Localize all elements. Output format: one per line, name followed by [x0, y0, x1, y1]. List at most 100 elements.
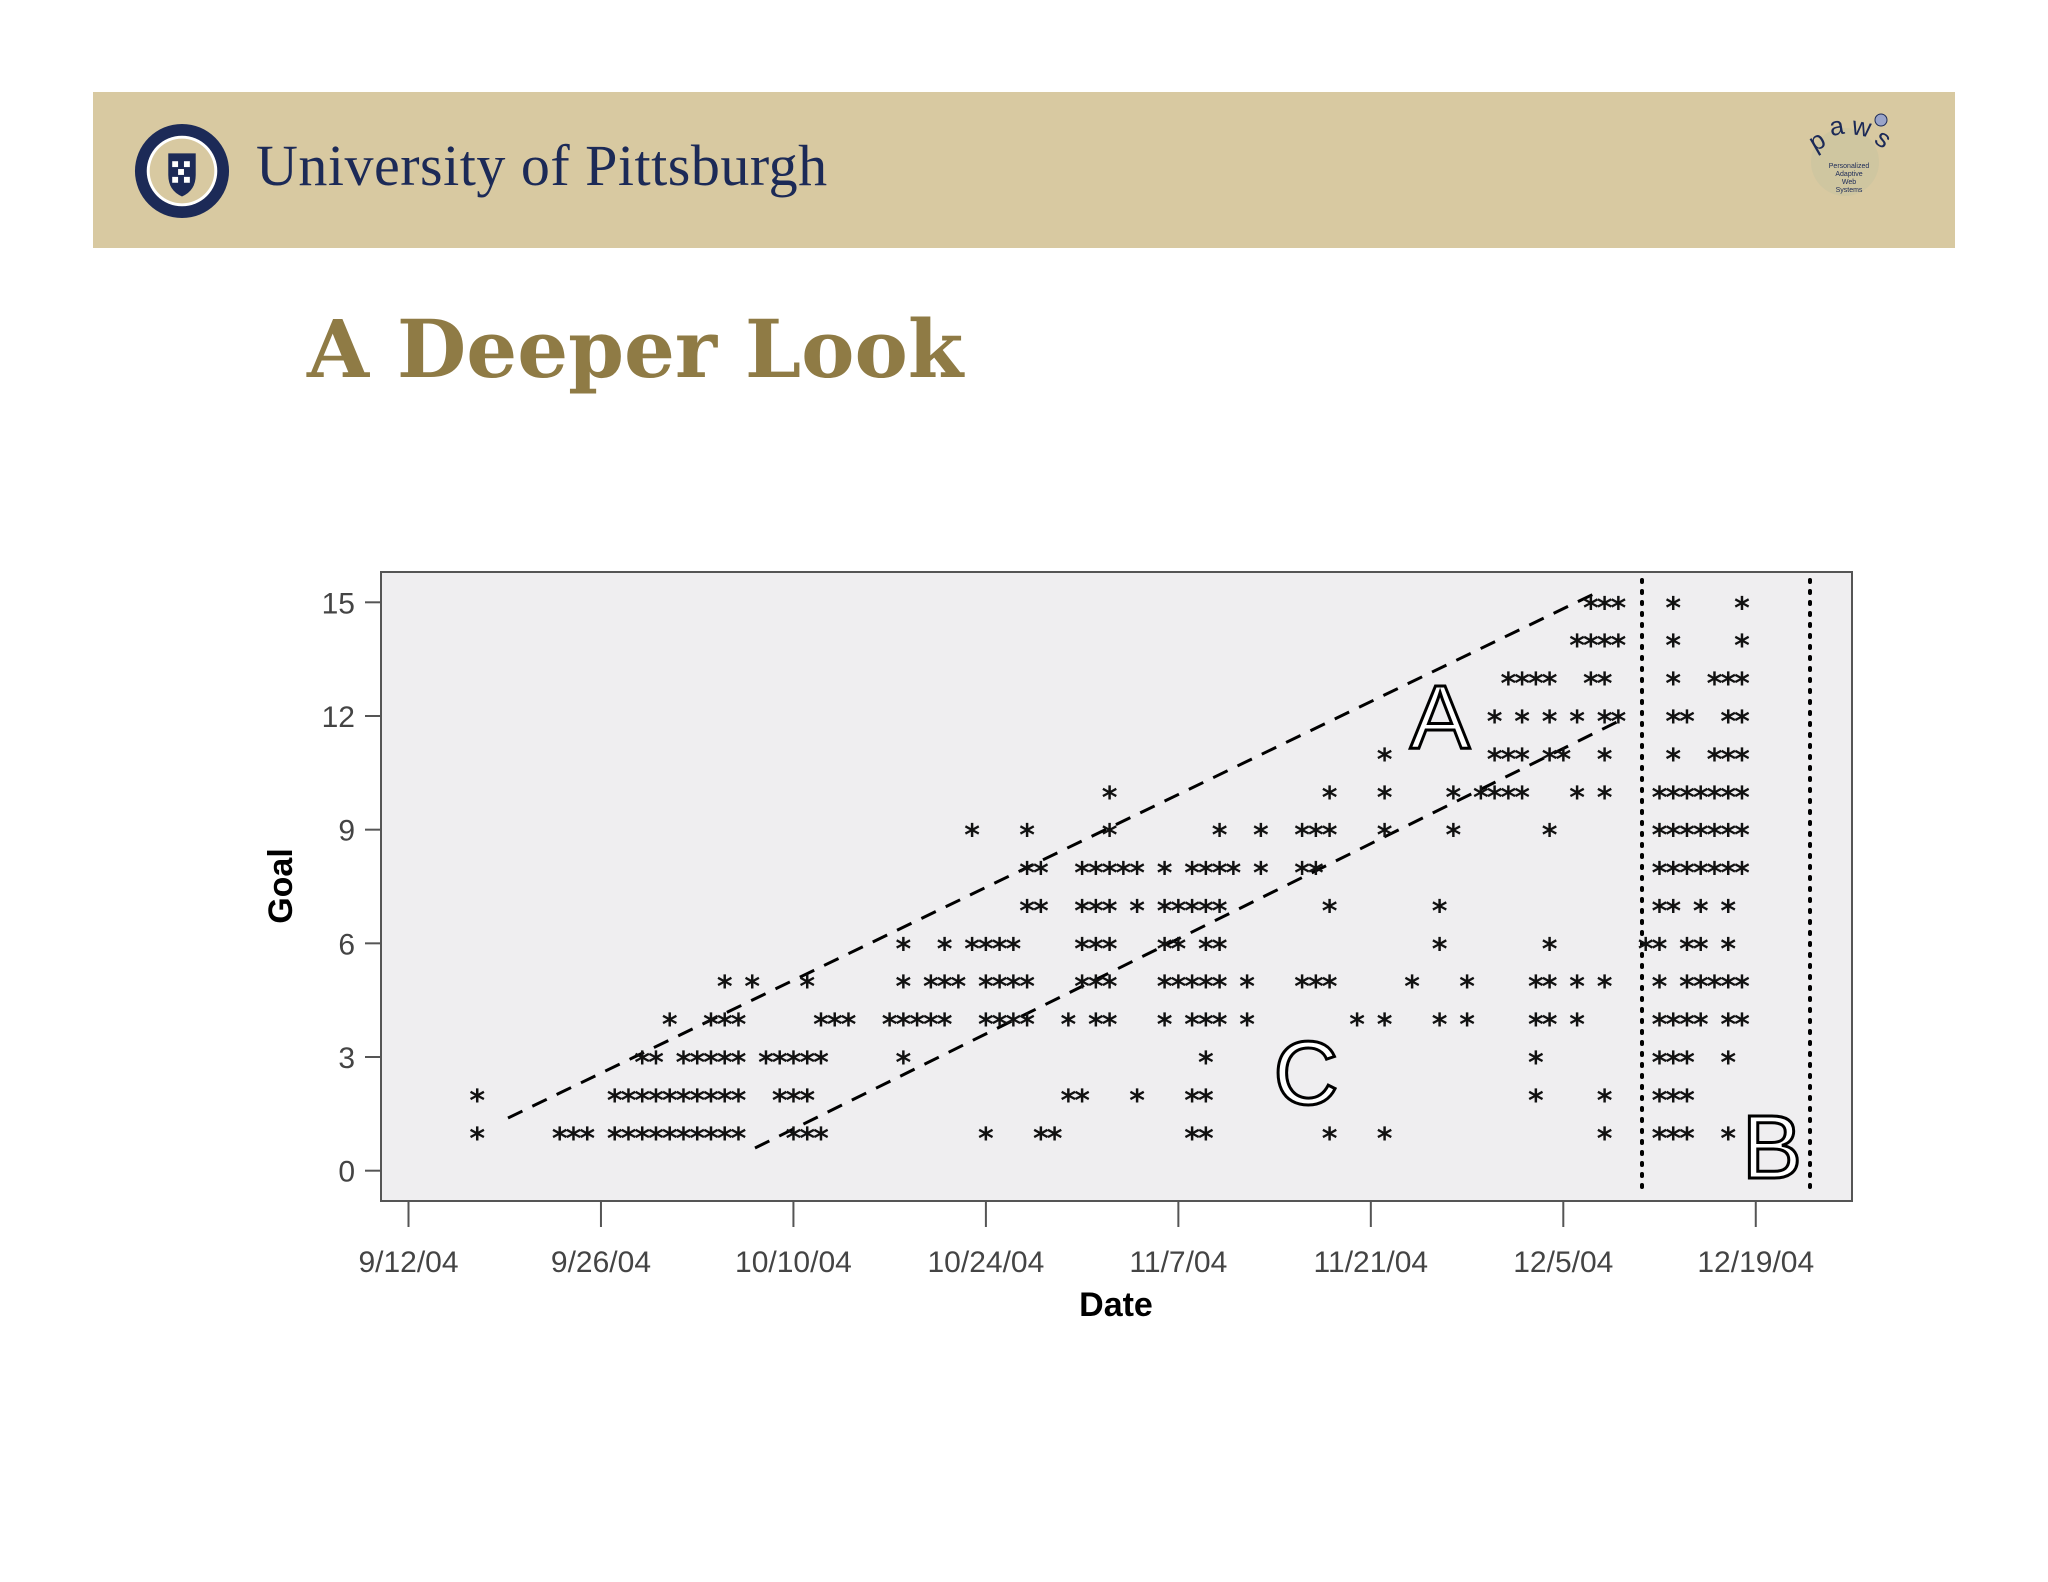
- data-point: *: [799, 1122, 815, 1157]
- data-point: *: [1734, 970, 1750, 1005]
- data-point: *: [964, 932, 980, 967]
- data-point: *: [1445, 781, 1461, 816]
- slide-title: A Deeper Look: [307, 302, 964, 396]
- data-point: *: [1377, 781, 1393, 816]
- x-axis: 9/12/04 9/26/04 10/10/04 10/24/04 11/7/04 11/…: [358, 1201, 1814, 1279]
- data-point: *: [1322, 894, 1338, 929]
- x-tick-label: 11/7/04: [1129, 1246, 1227, 1279]
- data-point: *: [923, 970, 939, 1005]
- data-point: *: [1542, 743, 1558, 778]
- data-point: *: [1198, 857, 1214, 892]
- data-point: *: [1665, 1046, 1681, 1081]
- y-axis: 0 3 6 9 12 15: [322, 587, 381, 1189]
- data-point: *: [813, 1122, 829, 1157]
- data-point: *: [621, 1122, 637, 1157]
- data-point: *: [1665, 781, 1681, 816]
- data-point: *: [1652, 970, 1668, 1005]
- x-tick-label: 9/26/04: [551, 1246, 651, 1279]
- data-point: *: [1198, 1046, 1214, 1081]
- data-point: *: [1720, 1122, 1736, 1157]
- data-point: *: [676, 1122, 692, 1157]
- data-point: *: [1487, 781, 1503, 816]
- data-point: *: [1500, 781, 1516, 816]
- data-point: *: [992, 932, 1008, 967]
- data-point: *: [1734, 857, 1750, 892]
- data-point: *: [1542, 1008, 1558, 1043]
- data-point: *: [1253, 857, 1269, 892]
- data-point: *: [1528, 667, 1544, 702]
- data-point: *: [1212, 1008, 1228, 1043]
- y-tick-label: 6: [338, 928, 355, 961]
- data-point: *: [1665, 1084, 1681, 1119]
- data-point: *: [1597, 781, 1613, 816]
- data-point: *: [1445, 819, 1461, 854]
- data-point: *: [1349, 1008, 1365, 1043]
- data-point: *: [1212, 932, 1228, 967]
- data-point: *: [1720, 819, 1736, 854]
- data-point: *: [1597, 1084, 1613, 1119]
- data-point: *: [937, 1008, 953, 1043]
- data-point: *: [1707, 781, 1723, 816]
- data-point: *: [1500, 667, 1516, 702]
- x-tick-label: 9/12/04: [358, 1246, 458, 1279]
- data-point: *: [1652, 781, 1668, 816]
- data-point: *: [786, 1084, 802, 1119]
- data-point: *: [1707, 819, 1723, 854]
- data-point: *: [1652, 932, 1668, 967]
- y-tick-label: 12: [322, 701, 355, 734]
- data-point: *: [703, 1084, 719, 1119]
- data-point: *: [731, 1046, 747, 1081]
- data-point: *: [1459, 970, 1475, 1005]
- data-point: *: [1514, 781, 1530, 816]
- data-point: *: [689, 1122, 705, 1157]
- data-point: *: [1006, 932, 1022, 967]
- data-point: *: [827, 1008, 843, 1043]
- data-point: *: [1734, 819, 1750, 854]
- data-point: *: [1597, 970, 1613, 1005]
- plot-area: [380, 571, 1853, 1202]
- data-point: *: [689, 1084, 705, 1119]
- data-point: *: [1308, 819, 1324, 854]
- data-point: *: [1198, 1084, 1214, 1119]
- svg-text:Personalized: Personalized: [1829, 163, 1870, 170]
- data-point: *: [469, 1084, 485, 1119]
- data-point: *: [1129, 894, 1145, 929]
- data-point: *: [1693, 894, 1709, 929]
- data-point: *: [1542, 970, 1558, 1005]
- data-point: *: [799, 970, 815, 1005]
- data-point: *: [1528, 970, 1544, 1005]
- data-point: *: [1583, 591, 1599, 626]
- data-point: *: [1665, 705, 1681, 740]
- university-seal-icon: [134, 123, 230, 219]
- data-point: *: [731, 1084, 747, 1119]
- data-point: *: [1500, 743, 1516, 778]
- data-point: *: [1652, 1084, 1668, 1119]
- data-point: *: [923, 1008, 939, 1043]
- data-point: *: [1047, 1122, 1063, 1157]
- data-point: *: [703, 1122, 719, 1157]
- data-point: *: [1665, 667, 1681, 702]
- data-point: *: [1652, 1122, 1668, 1157]
- data-point: *: [1569, 629, 1585, 664]
- y-axis-label: Goal: [262, 848, 300, 924]
- data-point: *: [1665, 894, 1681, 929]
- data-point: *: [1720, 1008, 1736, 1043]
- data-point: *: [744, 970, 760, 1005]
- data-point: *: [1679, 857, 1695, 892]
- data-point: *: [1720, 781, 1736, 816]
- data-point: *: [1720, 743, 1736, 778]
- data-point: *: [1473, 781, 1489, 816]
- data-point: *: [1597, 743, 1613, 778]
- data-point: *: [1102, 781, 1118, 816]
- data-point: *: [813, 1046, 829, 1081]
- data-point: *: [1693, 857, 1709, 892]
- data-point: *: [772, 1046, 788, 1081]
- data-point: *: [1322, 970, 1338, 1005]
- data-point: *: [1652, 1046, 1668, 1081]
- data-point: *: [1198, 1122, 1214, 1157]
- data-point: *: [1184, 1122, 1200, 1157]
- data-point: *: [607, 1122, 623, 1157]
- data-point: *: [1720, 667, 1736, 702]
- data-point: *: [731, 1008, 747, 1043]
